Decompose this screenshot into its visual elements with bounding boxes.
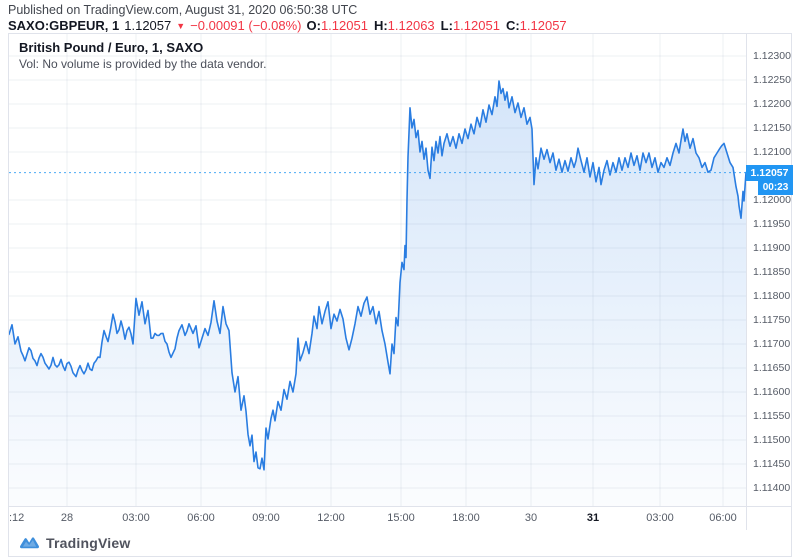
ohlc-low: L:1.12051: [441, 18, 500, 33]
price-tick-label: 1.11650: [753, 362, 791, 374]
tradingview-logo-icon: [19, 537, 40, 549]
price-tick-label: 1.11700: [753, 338, 791, 350]
price-down-icon: ▼: [176, 21, 186, 31]
price-tick-label: 1.12250: [753, 74, 791, 86]
time-tick-label: 31: [586, 512, 600, 524]
time-tick-label: 28: [60, 512, 74, 524]
ohlc-open: O:1.12051: [306, 18, 367, 33]
price-tick-label: 1.11400: [753, 482, 791, 494]
price-tick-label: 1.11500: [753, 434, 791, 446]
time-tick-label: 09:00: [252, 512, 280, 524]
price-tick-label: 1.12000: [753, 194, 791, 206]
price-tick-label: 1.11850: [753, 266, 791, 278]
ohlc-close-value: 1.12057: [519, 18, 567, 33]
ohlc-open-label: O:: [306, 18, 321, 33]
current-price-label: 1.12057: [746, 165, 793, 181]
price-tick-label: 1.11950: [753, 218, 791, 230]
price-chart-svg: [9, 34, 746, 506]
price-axis[interactable]: 1.12057 00:23 1.12300 1.12250 1.12200 1.121…: [746, 34, 793, 530]
price-tick-label: 1.12150: [753, 122, 791, 134]
last-price: 1.12057: [124, 18, 172, 33]
symbol-bar: SAXO:GBPEUR, 1 1.12057 ▼ −0.00091 (−0.08…: [8, 18, 567, 33]
time-tick-label: 18:00: [452, 512, 480, 524]
price-change: −0.00091 (−0.08%): [190, 18, 302, 33]
time-tick-label: :12: [9, 512, 25, 524]
price-line: [9, 80, 746, 471]
price-area-fill: [9, 81, 746, 506]
price-tick-label: 1.11800: [753, 290, 791, 302]
ohlc-low-value: 1.12051: [452, 18, 500, 33]
chart-canvas[interactable]: British Pound / Euro, 1, SAXO Vol: No vo…: [9, 34, 746, 506]
time-axis[interactable]: :12 28 03:00 06:00 09:00 12:00 15:00 18:00 30 31 0…: [9, 506, 791, 531]
tradingview-attribution-link[interactable]: TradingView: [19, 535, 130, 551]
price-tick-label: 1.11550: [753, 410, 791, 422]
chart-footer: TradingView: [9, 530, 791, 556]
price-tick-label: 1.12100: [753, 146, 791, 158]
ohlc-low-label: L:: [440, 18, 453, 33]
time-tick-label: 06:00: [709, 512, 737, 524]
legend-symbol-title: British Pound / Euro, 1, SAXO: [19, 40, 204, 55]
legend-volume-note: Vol: No volume is provided by the data v…: [19, 57, 267, 71]
ohlc-close: C:1.12057: [506, 18, 567, 33]
ohlc-high: H:1.12063: [374, 18, 435, 33]
price-tick-label: 1.11900: [753, 242, 791, 254]
ohlc-close-label: C:: [505, 18, 520, 33]
ohlc-high-label: H:: [373, 18, 388, 33]
symbol-name[interactable]: SAXO:GBPEUR, 1: [8, 18, 120, 33]
time-tick-label: 30: [524, 512, 538, 524]
price-tick-label: 1.12300: [753, 50, 791, 62]
time-tick-label: 03:00: [122, 512, 150, 524]
chart-widget: British Pound / Euro, 1, SAXO Vol: No vo…: [8, 33, 793, 557]
time-tick-label: 12:00: [317, 512, 345, 524]
time-tick-label: 06:00: [187, 512, 215, 524]
price-tick-label: 1.11750: [753, 314, 791, 326]
price-tick-label: 1.12200: [753, 98, 791, 110]
price-tick-label: 1.11600: [753, 386, 791, 398]
time-tick-label: 03:00: [646, 512, 674, 524]
ohlc-open-value: 1.12051: [320, 18, 368, 33]
published-bar: Published on TradingView.com, August 31,…: [8, 3, 358, 17]
bar-countdown-label: 00:23: [758, 181, 793, 195]
ohlc-values: O:1.12051 H:1.12063 L:1.12051 C:1.12057: [306, 18, 566, 33]
time-tick-label: 15:00: [387, 512, 415, 524]
tradingview-brand-text: TradingView: [46, 535, 131, 551]
chart-legend: British Pound / Euro, 1, SAXO Vol: No vo…: [19, 39, 266, 72]
ohlc-high-value: 1.12063: [387, 18, 435, 33]
price-tick-label: 1.11450: [753, 458, 791, 470]
